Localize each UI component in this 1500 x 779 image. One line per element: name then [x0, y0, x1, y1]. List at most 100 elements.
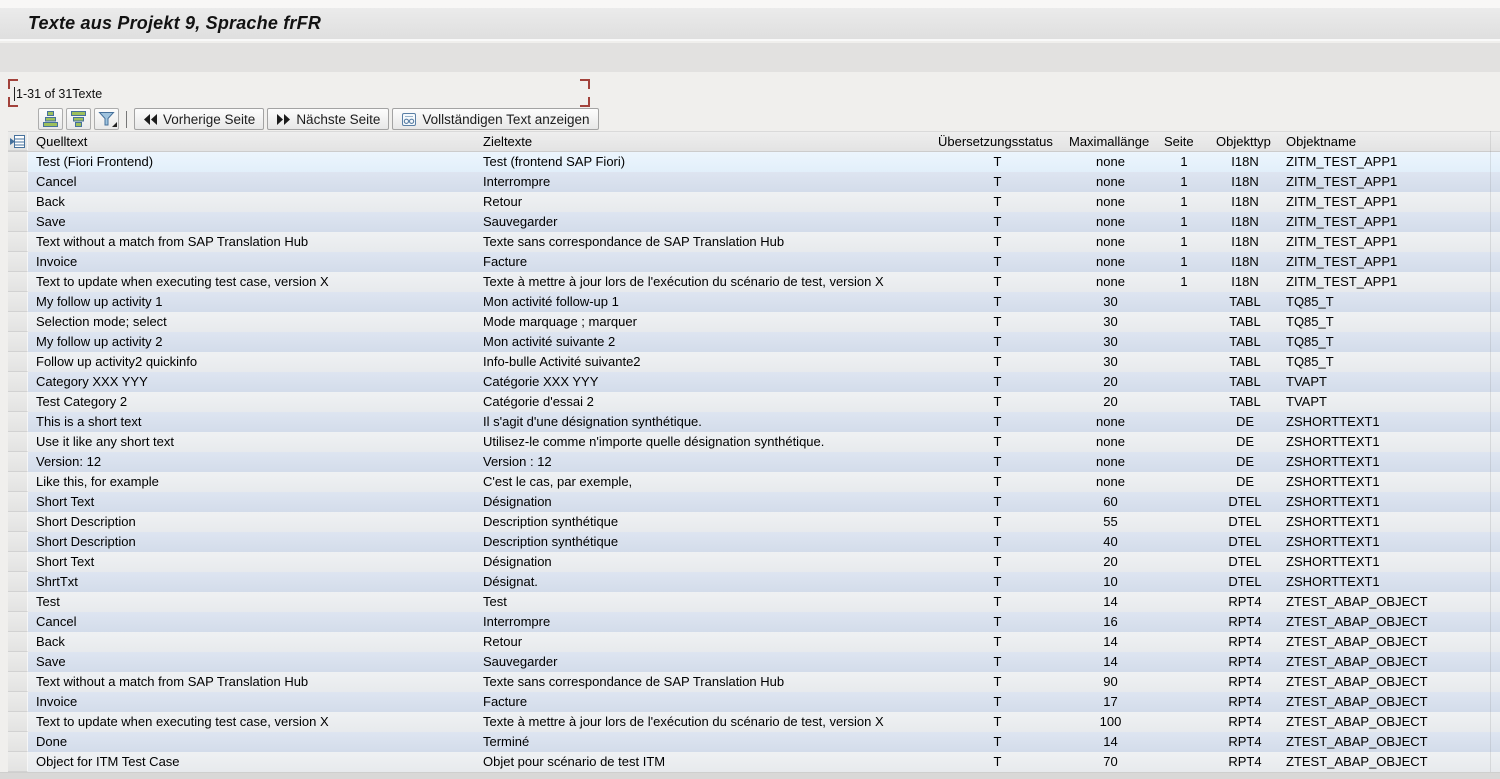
cell-objekttyp[interactable]: DE [1235, 434, 1255, 449]
cell-quelltext[interactable]: Version: 12 [36, 454, 102, 469]
cell-objekttyp[interactable]: DE [1235, 474, 1255, 489]
cell-objekttyp[interactable]: DTEL [1228, 514, 1262, 529]
cell-maximallaenge[interactable]: none [1096, 214, 1125, 229]
cell-zieltext[interactable]: Utilisez-le comme n'importe quelle désig… [483, 434, 825, 449]
table-row[interactable]: Category XXX YYY Catégorie XXX YYY T 20 TABL… [8, 372, 1500, 392]
row-selector[interactable] [8, 192, 28, 212]
cell-uebersetzungsstatus[interactable]: T [993, 454, 1002, 469]
cell-objektname[interactable]: ZITM_TEST_APP1 [1286, 194, 1398, 209]
row-selector[interactable] [8, 612, 28, 632]
table-row[interactable]: Back Retour T 14 RPT4 ZTEST_ABAP_OBJECT [8, 632, 1500, 652]
cell-objekttyp[interactable]: RPT4 [1228, 754, 1262, 769]
cell-quelltext[interactable]: Text without a match from SAP Translatio… [36, 234, 309, 249]
table-row[interactable]: Follow up activity2 quickinfo Info-bulle … [8, 352, 1500, 372]
cell-seite[interactable] [1158, 312, 1210, 332]
cell-objektname[interactable]: ZTEST_ABAP_OBJECT [1286, 654, 1428, 669]
cell-objekttyp[interactable]: I18N [1231, 154, 1259, 169]
table-row[interactable]: Selection mode; select Mode marquage ; ma… [8, 312, 1500, 332]
cell-zieltext[interactable]: Désignation [483, 494, 552, 509]
cell-quelltext[interactable]: Text to update when executing test case,… [36, 714, 329, 729]
cell-objekttyp[interactable]: DE [1235, 454, 1255, 469]
cell-uebersetzungsstatus[interactable]: T [993, 534, 1002, 549]
table-row[interactable]: Text without a match from SAP Translatio… [8, 672, 1500, 692]
row-selector[interactable] [8, 532, 28, 552]
cell-quelltext[interactable]: Use it like any short text [36, 434, 174, 449]
cell-seite[interactable] [1158, 732, 1210, 752]
cell-objekttyp[interactable]: TABL [1229, 394, 1261, 409]
cell-quelltext[interactable]: This is a short text [36, 414, 142, 429]
cell-objekttyp[interactable]: RPT4 [1228, 694, 1262, 709]
cell-seite[interactable] [1158, 752, 1210, 772]
cell-uebersetzungsstatus[interactable]: T [993, 154, 1002, 169]
cell-objektname[interactable]: TQ85_T [1286, 334, 1334, 349]
cell-objekttyp[interactable]: RPT4 [1228, 734, 1262, 749]
cell-quelltext[interactable]: Invoice [36, 254, 78, 269]
cell-seite[interactable] [1158, 492, 1210, 512]
cell-maximallaenge[interactable]: 40 [1103, 534, 1118, 549]
cell-zieltext[interactable]: Facture [483, 694, 528, 709]
cell-objekttyp[interactable]: RPT4 [1228, 614, 1262, 629]
row-selector[interactable] [8, 412, 28, 432]
cell-quelltext[interactable]: Invoice [36, 694, 78, 709]
table-row[interactable]: Like this, for example C'est le cas, par … [8, 472, 1500, 492]
column-header-objekttyp[interactable]: Objekttyp [1216, 134, 1271, 149]
cell-uebersetzungsstatus[interactable]: T [993, 674, 1002, 689]
cell-zieltext[interactable]: Terminé [483, 734, 530, 749]
cell-quelltext[interactable]: Short Text [36, 494, 95, 509]
cell-seite[interactable] [1158, 332, 1210, 352]
cell-uebersetzungsstatus[interactable]: T [993, 734, 1002, 749]
row-selector[interactable] [8, 452, 28, 472]
cell-quelltext[interactable]: Short Description [36, 514, 136, 529]
cell-maximallaenge[interactable]: none [1096, 194, 1125, 209]
cell-maximallaenge[interactable]: none [1096, 154, 1125, 169]
cell-objekttyp[interactable]: RPT4 [1228, 674, 1262, 689]
cell-maximallaenge[interactable]: 90 [1103, 674, 1118, 689]
cell-uebersetzungsstatus[interactable]: T [993, 694, 1002, 709]
cell-seite[interactable]: 1 [1180, 194, 1188, 209]
table-row[interactable]: Text to update when executing test case,… [8, 712, 1500, 732]
cell-uebersetzungsstatus[interactable]: T [993, 234, 1002, 249]
cell-maximallaenge[interactable]: 10 [1103, 574, 1118, 589]
cell-objekttyp[interactable]: RPT4 [1228, 634, 1262, 649]
cell-objektname[interactable]: ZTEST_ABAP_OBJECT [1286, 594, 1428, 609]
cell-seite[interactable] [1158, 712, 1210, 732]
cell-objekttyp[interactable]: I18N [1231, 254, 1259, 269]
cell-uebersetzungsstatus[interactable]: T [993, 314, 1002, 329]
cell-quelltext[interactable]: Short Text [36, 554, 95, 569]
cell-maximallaenge[interactable]: 14 [1103, 734, 1118, 749]
cell-quelltext[interactable]: Test Category 2 [36, 394, 128, 409]
cell-uebersetzungsstatus[interactable]: T [993, 714, 1002, 729]
cell-quelltext[interactable]: Text to update when executing test case,… [36, 274, 329, 289]
row-selector[interactable] [8, 392, 28, 412]
cell-seite[interactable] [1158, 512, 1210, 532]
cell-uebersetzungsstatus[interactable]: T [993, 194, 1002, 209]
cell-objekttyp[interactable]: I18N [1231, 274, 1259, 289]
cell-maximallaenge[interactable]: 14 [1103, 634, 1118, 649]
cell-maximallaenge[interactable]: 20 [1103, 554, 1118, 569]
table-row[interactable]: Test Category 2 Catégorie d'essai 2 T 20 TAB… [8, 392, 1500, 412]
cell-uebersetzungsstatus[interactable]: T [993, 634, 1002, 649]
column-header-uebersetzungsstatus[interactable]: Übersetzungsstatus [938, 134, 1053, 149]
row-selector[interactable] [8, 352, 28, 372]
cell-zieltext[interactable]: Sauvegarder [483, 654, 558, 669]
cell-objektname[interactable]: TQ85_T [1286, 294, 1334, 309]
cell-maximallaenge[interactable]: 16 [1103, 614, 1118, 629]
cell-uebersetzungsstatus[interactable]: T [993, 354, 1002, 369]
cell-quelltext[interactable]: Test (Fiori Frontend) [36, 154, 154, 169]
row-selector[interactable] [8, 252, 28, 272]
row-selector[interactable] [8, 272, 28, 292]
cell-objektname[interactable]: ZTEST_ABAP_OBJECT [1286, 714, 1428, 729]
cell-zieltext[interactable]: Test (frontend SAP Fiori) [483, 154, 626, 169]
cell-zieltext[interactable]: Catégorie XXX YYY [483, 374, 599, 389]
cell-uebersetzungsstatus[interactable]: T [993, 414, 1002, 429]
column-header-maximallaenge[interactable]: Maximallänge [1069, 134, 1150, 149]
cell-quelltext[interactable]: Save [36, 654, 66, 669]
show-full-text-button[interactable]: Vollständigen Text anzeigen [392, 108, 599, 130]
cell-uebersetzungsstatus[interactable]: T [993, 254, 1002, 269]
row-selector[interactable] [8, 592, 28, 612]
cell-objektname[interactable]: ZSHORTTEXT1 [1286, 574, 1380, 589]
cell-quelltext[interactable]: My follow up activity 2 [36, 334, 163, 349]
cell-objektname[interactable]: ZSHORTTEXT1 [1286, 514, 1380, 529]
